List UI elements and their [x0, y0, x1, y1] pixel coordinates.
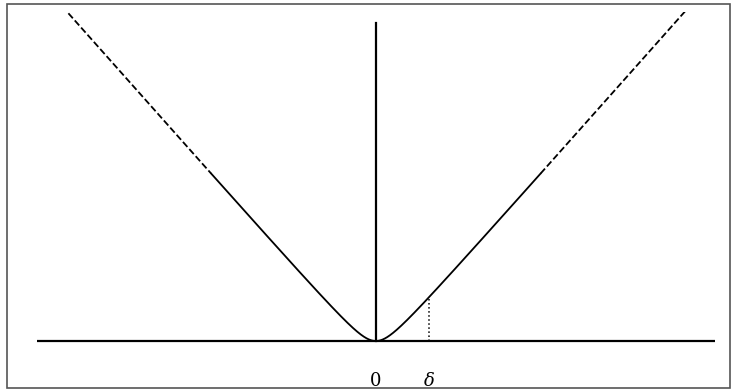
Text: 0: 0	[370, 372, 382, 390]
Text: δ: δ	[424, 372, 435, 390]
